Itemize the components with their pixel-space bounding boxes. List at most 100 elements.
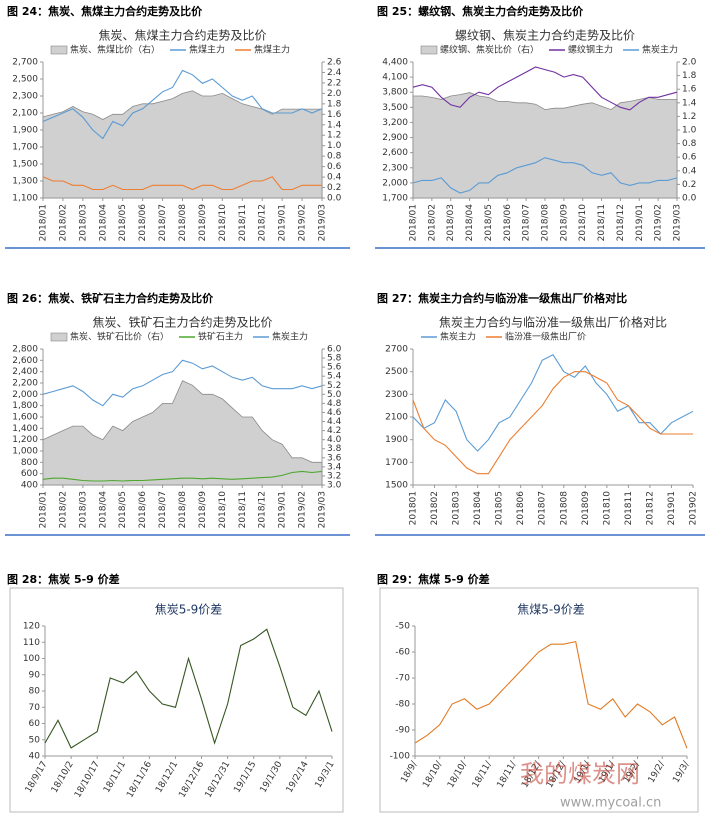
y-tick-label: 90 [29,670,41,680]
y2-tick-label: 1.8 [327,99,342,109]
y2-tick-label: 1.6 [327,110,342,120]
x-tick-label: 18/12/1 [154,760,180,795]
y2-tick-label: 0.8 [682,139,697,149]
y2-tick-label: 3.0 [327,481,342,491]
y2-tick-label: 5.0 [327,390,342,400]
x-tick-label: 2018/02 [427,204,437,241]
x-tick-label: 19/1/15 [232,760,258,795]
x-tick-label: 2018/08 [178,204,188,242]
y2-tick-label: 1.2 [682,112,696,122]
x-tick-label: 2019/01 [635,204,645,241]
x-tick-label: 2018/07 [158,491,168,528]
legend-label: 焦炭主力 [642,44,678,56]
y-tick-label: 1,100 [12,194,38,204]
y-tick-label: 2,100 [12,109,38,119]
y-tick-label: 40 [29,752,41,762]
x-tick-label: 201807 [538,491,548,525]
series-line [412,371,693,475]
y2-tick-label: 2.6 [327,58,342,68]
y2-tick-label: 2.2 [327,78,341,88]
y2-tick-label: 4.0 [327,435,342,445]
y2-tick-label: 0.2 [327,183,341,193]
y-tick-label: 1,700 [382,194,408,204]
y-tick-label: 2,000 [12,390,38,400]
chart-title: 焦煤5-9价差 [517,603,585,617]
x-tick-label: 201802 [430,491,440,525]
x-tick-label: 2019/02 [298,491,308,528]
x-tick-label: 19/3/ [671,759,692,785]
series-line [412,157,678,194]
legend-label: 焦炭、焦煤比价（右） [70,44,160,56]
y-tick-label: 2700 [385,345,408,355]
x-tick-label: 2019/03 [318,491,328,528]
ratio-area [42,380,323,486]
x-tick-label: 2018/05 [484,204,494,241]
y-tick-label: 2,600 [12,356,38,366]
series-line [42,359,323,407]
y2-tick-label: 5.2 [327,381,341,391]
x-tick-label: 201801 [409,491,419,525]
x-tick-label: 2019/02 [654,204,664,241]
x-tick-label: 201803 [452,491,462,525]
ratio-area [412,92,678,199]
x-tick-label: 18/11/1 [102,760,128,795]
y2-tick-label: 1.2 [327,131,341,141]
legend-swatch [50,45,68,55]
y-tick-label: 2,400 [12,367,38,377]
legend-label: 焦煤主力 [189,44,225,56]
x-tick-label: 201901 [667,491,677,525]
y2-tick-label: 0.6 [682,153,697,163]
x-tick-label: 2019/01 [278,204,288,241]
y-tick-label: 110 [23,638,40,648]
x-tick-label: 2018/11 [238,204,248,241]
chart-frame [379,587,699,813]
x-tick-label: 2018/02 [58,204,68,241]
x-tick-label: 2018/03 [446,204,456,241]
legend-label: 螺纹钢、焦炭比价（右） [440,44,539,56]
x-tick-label: 2018/07 [158,204,168,241]
y2-tick-label: 3.6 [327,453,342,463]
x-tick-label: 2018/09 [198,491,208,529]
x-tick-label: 19/2/14 [285,760,311,795]
y2-tick-label: 2.4 [327,68,342,78]
figure-caption: 图 24：焦炭、焦煤主力合约走势及比价 [7,4,203,18]
y-tick-label: 2100 [385,413,408,423]
y-tick-label: 50 [29,735,41,745]
y-tick-label: -70 [395,674,410,684]
series-line [44,628,333,749]
x-tick-label: 2018/10 [578,204,588,242]
y2-tick-label: 3.2 [327,471,341,481]
x-tick-label: 2018/01 [409,204,419,241]
y-tick-label: 1,600 [12,413,38,423]
y-tick-label: -80 [395,700,410,710]
x-tick-label: 201806 [516,491,526,526]
y-tick-label: 1500 [385,481,408,491]
x-tick-label: 2019/03 [673,204,683,241]
x-tick-label: 2018/12 [258,491,268,528]
x-tick-label: 2018/01 [39,204,49,241]
y-tick-label: 1,900 [12,126,38,136]
x-tick-label: 201805 [495,491,505,525]
y-tick-label: 2300 [385,390,408,400]
y-tick-label: 70 [29,703,41,713]
y-tick-label: 1,500 [12,160,38,170]
x-tick-label: 2018/11 [238,491,248,528]
y2-tick-label: 5.6 [327,363,342,373]
x-tick-label: 2019/01 [278,491,288,528]
x-tick-label: 2019/02 [298,204,308,241]
y-tick-label: 600 [21,469,38,479]
x-tick-label: 18/10/ [446,759,470,790]
y-tick-label: 4,400 [382,58,408,68]
y-tick-label: 2,600 [382,148,408,158]
y-tick-label: 2,500 [12,75,38,85]
watermark-name: 我的煤炭网 [520,760,640,788]
x-tick-label: 2018/05 [118,491,128,528]
x-tick-label: 18/11/ [496,759,520,790]
x-tick-label: 18/11/16 [125,760,154,800]
series-line [42,470,323,482]
x-tick-label: 18/9/17 [24,760,50,795]
series-line [42,69,323,140]
y2-tick-label: 0.2 [682,180,696,190]
y-tick-label: 2,300 [12,92,38,102]
